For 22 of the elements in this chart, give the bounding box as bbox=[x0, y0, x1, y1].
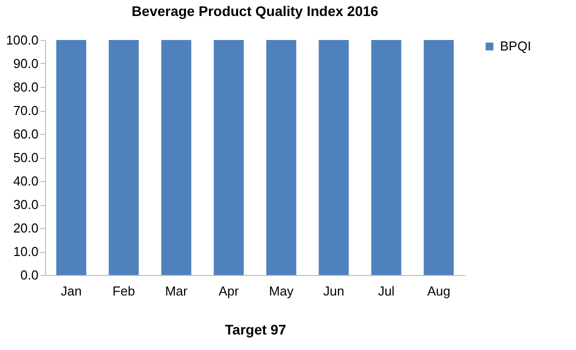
y-tick-label: 30.0 bbox=[13, 197, 38, 212]
y-tick-label: 100.0 bbox=[6, 32, 38, 48]
x-tick-label: Jun bbox=[323, 284, 344, 298]
x-tick-label: Apr bbox=[218, 284, 240, 298]
y-tick-label: 70.0 bbox=[13, 103, 38, 118]
y-tick-label: 80.0 bbox=[13, 80, 38, 94]
y-tick-label: 20.0 bbox=[13, 220, 38, 236]
y-tick-label: 60.0 bbox=[13, 126, 38, 142]
y-tick-label: 50.0 bbox=[13, 150, 38, 165]
x-tick-label: Jul bbox=[378, 284, 395, 298]
legend-label: BPQI bbox=[500, 38, 532, 54]
x-axis-title: Target 97 bbox=[224, 322, 286, 338]
chart-title: Beverage Product Quality Index 2016 bbox=[132, 3, 379, 19]
x-tick-label: Mar bbox=[165, 284, 188, 298]
y-tick-label: 40.0 bbox=[13, 174, 38, 188]
y-tick-label: 0.0 bbox=[20, 268, 38, 282]
x-tick-label: Feb bbox=[112, 284, 135, 298]
y-tick-label: 10.0 bbox=[13, 244, 38, 259]
y-tick-label: 90.0 bbox=[13, 56, 38, 71]
x-tick-label: May bbox=[268, 284, 294, 298]
x-tick-label: Jan bbox=[60, 284, 82, 298]
x-tick-label: Aug bbox=[427, 284, 450, 298]
